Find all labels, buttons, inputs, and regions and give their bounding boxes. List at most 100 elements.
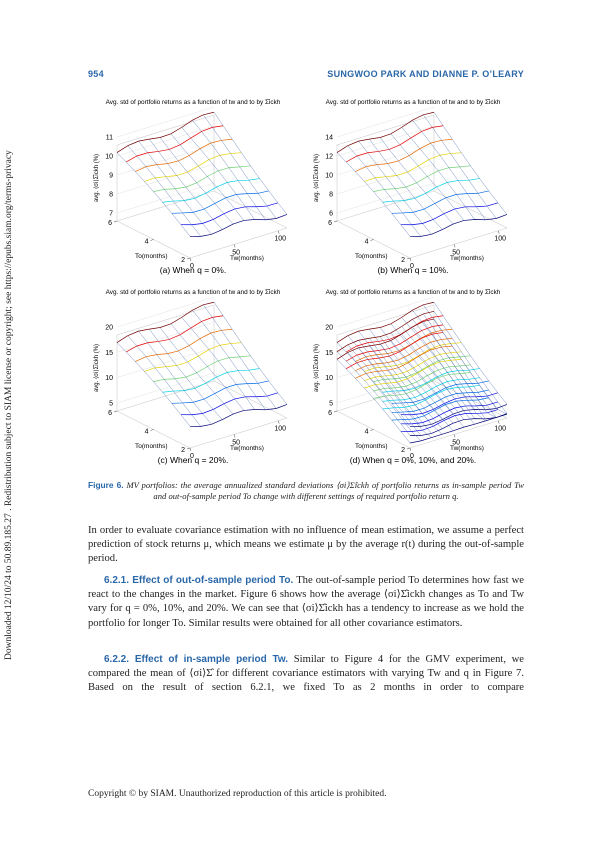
surface-line — [412, 120, 486, 220]
surface-line — [379, 344, 454, 431]
z-tick-label: 10 — [325, 375, 333, 382]
surface-line — [364, 359, 462, 389]
tw-tick-label: 50 — [232, 439, 240, 446]
surface-line — [358, 347, 432, 438]
surface-line — [127, 145, 201, 237]
surface-line — [423, 313, 497, 418]
z-tick-label: 14 — [325, 135, 333, 142]
surface-line — [345, 332, 444, 370]
z-tick-label: 15 — [105, 350, 113, 357]
surface-line — [138, 140, 212, 235]
surface-line — [336, 111, 435, 153]
surface-line — [433, 112, 508, 215]
grid-line — [336, 106, 435, 138]
surface-line — [369, 138, 443, 230]
z-axis-label: avg. ⟨σi⟩Σ̂ickh (%) — [313, 154, 320, 202]
surface-line — [358, 340, 432, 434]
tw-tick-label: 100 — [274, 236, 286, 243]
running-head: SUNGWOO PARK AND DIANNE P. O’LEARY — [327, 69, 524, 79]
subplot-title: Avg. std of portfolio returns as a funct… — [326, 99, 501, 106]
subplot-title: Avg. std of portfolio returns as a funct… — [106, 289, 281, 296]
surface-line — [171, 190, 269, 214]
surface-line — [180, 392, 278, 416]
grid-line — [116, 144, 215, 176]
to-tick-label: 6 — [108, 410, 112, 417]
surface-line — [423, 321, 497, 418]
surface-line — [336, 301, 435, 343]
z-axis-label: avg. ⟨σi⟩Σ̂ickh (%) — [93, 344, 100, 392]
surface-line — [144, 152, 242, 182]
tick-mark — [113, 410, 118, 413]
tick-mark — [277, 420, 280, 424]
tick-mark — [189, 447, 192, 452]
surface-line — [345, 324, 444, 362]
surface-line — [390, 340, 465, 428]
surface-line — [433, 302, 508, 405]
surface-line — [391, 190, 489, 214]
surface-line — [409, 413, 508, 436]
surface-line — [379, 137, 454, 225]
page-number: 954 — [88, 69, 104, 79]
surface-line — [373, 165, 471, 192]
axis-frame — [433, 190, 508, 229]
z-tick-label: 8 — [329, 192, 333, 199]
surface-line — [170, 323, 245, 411]
surface-line — [347, 145, 421, 237]
tw-tick-label: 50 — [452, 439, 460, 446]
to-axis-label: To(months) — [355, 443, 388, 450]
subplot-caption: (d) When q = 0%, 10%, and 20%. — [350, 455, 476, 465]
grid-line — [336, 163, 435, 195]
surface-line — [192, 120, 266, 220]
grid-line — [116, 347, 215, 378]
surface-line — [135, 138, 233, 172]
tw-tick-label: 100 — [494, 426, 506, 433]
surface-line — [181, 127, 255, 220]
surface-line — [213, 112, 288, 215]
tick-mark — [409, 257, 412, 262]
figure-caption: Figure 6. MV portfolios: the average ann… — [88, 480, 524, 502]
tick-mark — [277, 230, 280, 234]
tw-tick-label: 0 — [190, 263, 194, 270]
surface-line — [364, 152, 462, 182]
tw-tick-label: 0 — [190, 453, 194, 460]
to-tick-label: 6 — [108, 220, 112, 227]
subplot-caption: (a) When q = 0%. — [160, 265, 226, 275]
tick-mark — [406, 447, 411, 450]
figure-label: Figure 6. — [88, 480, 124, 490]
tw-axis-label: Tw(months) — [450, 255, 484, 262]
surface-line — [423, 114, 497, 219]
surface-line — [401, 326, 475, 419]
grid-line — [336, 372, 435, 404]
grid-line — [116, 106, 215, 138]
z-axis-label: avg. ⟨σi⟩Σ̂ickh (%) — [93, 154, 100, 202]
surface-line — [412, 326, 486, 422]
tick-mark — [409, 447, 412, 452]
surface-line — [355, 345, 453, 379]
surface-line — [373, 372, 471, 399]
surface-line — [170, 133, 245, 221]
surface-line — [409, 413, 508, 444]
tick-mark — [186, 447, 191, 450]
surface-line — [149, 138, 223, 230]
surface-line — [355, 338, 453, 371]
surface-line — [159, 327, 234, 415]
surface-line — [409, 214, 508, 237]
z-tick-label: 6 — [329, 211, 333, 218]
tick-mark — [497, 230, 500, 234]
to-tick-label: 6 — [328, 410, 332, 417]
axis-frame — [189, 227, 288, 259]
z-tick-label: 11 — [106, 135, 113, 142]
to-axis-label: To(months) — [135, 253, 168, 260]
surface-line — [336, 318, 435, 360]
surface-line — [192, 310, 266, 410]
paragraph: 6.2.2. Effect of in-sample period Tw. Si… — [88, 653, 524, 696]
z-tick-label: 20 — [325, 325, 333, 332]
tick-mark — [370, 429, 374, 431]
surface-line — [159, 137, 234, 225]
surface-line — [379, 327, 454, 415]
tick-mark — [150, 239, 154, 241]
grid-line — [336, 322, 435, 353]
grid-line — [116, 296, 215, 328]
z-tick-label: 10 — [325, 173, 333, 180]
